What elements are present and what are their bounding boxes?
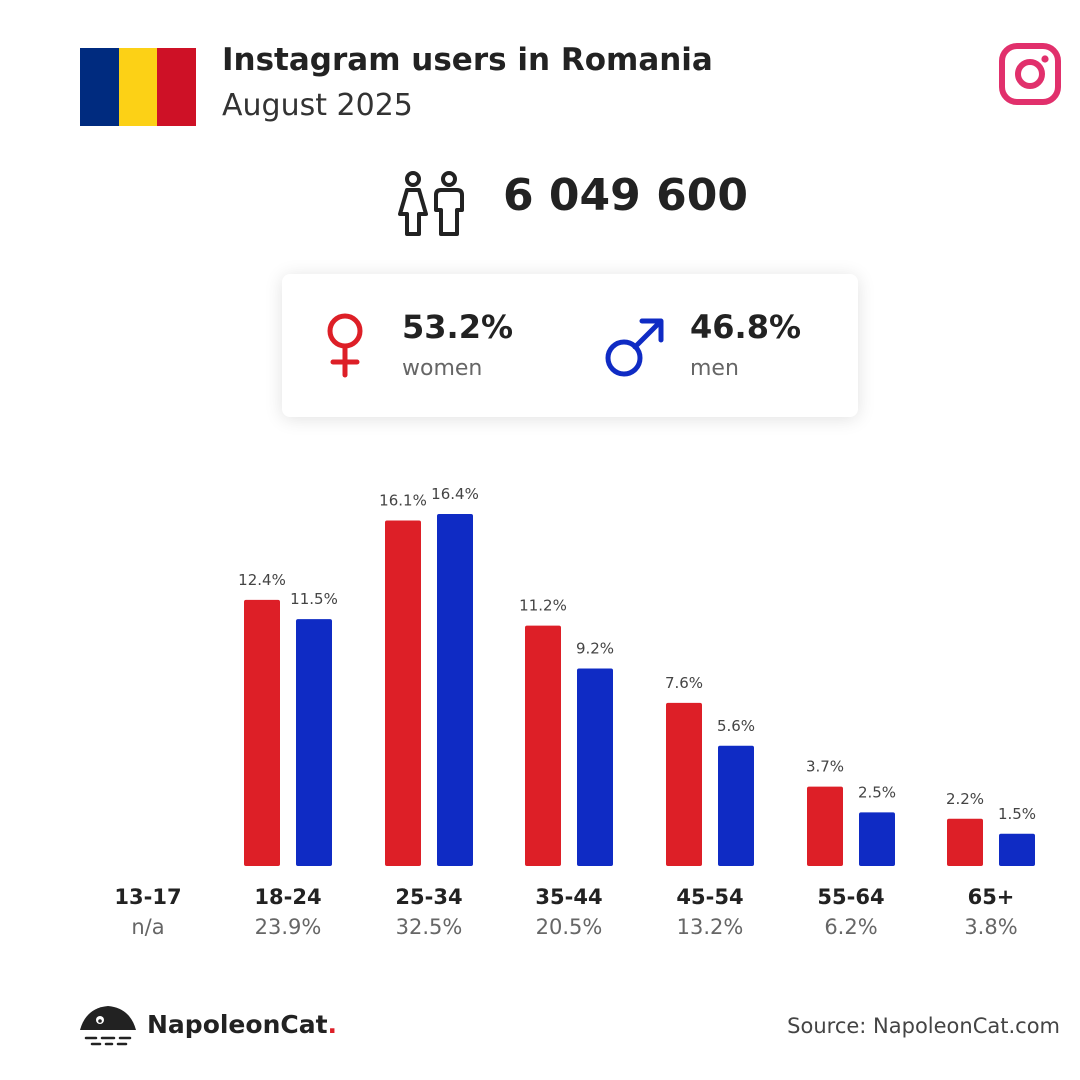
data-label-men-25-34: 16.4% xyxy=(431,485,479,503)
data-label-women-18-24: 12.4% xyxy=(238,571,286,589)
age-group-label: 65+ 3.8% xyxy=(921,885,1061,939)
brand-dot: . xyxy=(327,1010,338,1039)
age-group-label: 35-44 20.5% xyxy=(499,885,639,939)
age-gender-bar-chart: 12.4% 16.1% 11.2% 7.6% 3.7% 2.2% 11.5% 16.4% 9.2… xyxy=(238,485,1036,866)
age-group-name: 45-54 xyxy=(676,885,744,909)
bar-men-65+ xyxy=(999,833,1035,866)
age-group-label: 18-24 23.9% xyxy=(218,885,358,939)
flag-stripe-red xyxy=(157,48,197,126)
age-group-label: 45-54 13.2% xyxy=(640,885,780,939)
data-label-men-18-24: 11.5% xyxy=(290,590,338,608)
napoleoncat-logo-icon xyxy=(80,1006,136,1046)
female-symbol-icon xyxy=(327,313,363,378)
data-label-men-65+: 1.5% xyxy=(998,805,1036,823)
age-group-name: 55-64 xyxy=(817,885,885,909)
age-group-label: 13-17 n/a xyxy=(78,885,218,939)
age-group-total: 13.2% xyxy=(676,915,744,939)
age-group-total: 20.5% xyxy=(535,915,603,939)
men-percentage: 46.8% xyxy=(690,308,802,346)
romania-flag-icon xyxy=(80,48,197,126)
source-credit: Source: NapoleonCat.com xyxy=(787,1014,1060,1038)
bar-men-45-54 xyxy=(718,745,754,866)
women-percentage: 53.2% xyxy=(402,308,514,346)
men-label: men xyxy=(690,356,739,381)
brand-name-text: NapoleonCat xyxy=(147,1010,328,1039)
age-group-name: 35-44 xyxy=(535,885,603,909)
age-group-total: 3.8% xyxy=(964,915,1018,939)
age-group-total: n/a xyxy=(131,915,165,939)
age-group-total: 23.9% xyxy=(254,915,322,939)
flag-stripe-blue xyxy=(80,48,119,126)
bar-men-25-34 xyxy=(437,514,473,866)
napoleoncat-brand: NapoleonCat. xyxy=(147,1010,337,1039)
instagram-icon xyxy=(999,43,1061,105)
flag-stripe-yellow xyxy=(118,48,158,126)
age-group-total: 32.5% xyxy=(395,915,463,939)
age-group-name: 13-17 xyxy=(114,885,182,909)
data-label-men-45-54: 5.6% xyxy=(717,717,755,735)
age-group-name: 25-34 xyxy=(395,885,463,909)
total-users: 6 049 600 xyxy=(503,170,748,221)
data-label-women-25-34: 16.1% xyxy=(379,491,427,509)
data-label-women-65+: 2.2% xyxy=(946,790,984,808)
age-group-name: 65+ xyxy=(967,885,1015,909)
data-label-women-45-54: 7.6% xyxy=(665,674,703,692)
page-subtitle: August 2025 xyxy=(222,88,413,123)
bar-women-25-34 xyxy=(385,520,421,866)
data-label-men-55-64: 2.5% xyxy=(858,783,896,801)
data-label-women-55-64: 3.7% xyxy=(806,758,844,776)
bar-women-65+ xyxy=(947,818,983,866)
data-label-women-35-44: 11.2% xyxy=(519,597,567,615)
page-title: Instagram users in Romania xyxy=(222,42,713,78)
data-label-men-35-44: 9.2% xyxy=(576,640,614,658)
bar-women-35-44 xyxy=(525,625,561,866)
age-group-label: 55-64 6.2% xyxy=(781,885,921,939)
bar-men-35-44 xyxy=(577,668,613,866)
bar-men-18-24 xyxy=(296,619,332,866)
age-group-total: 6.2% xyxy=(824,915,878,939)
women-label: women xyxy=(402,356,483,381)
age-group-label: 25-34 32.5% xyxy=(359,885,499,939)
bar-women-18-24 xyxy=(244,599,280,866)
bar-women-45-54 xyxy=(666,702,702,866)
people-icon xyxy=(398,171,464,236)
age-group-name: 18-24 xyxy=(254,885,322,909)
male-symbol-icon xyxy=(605,318,664,377)
bar-men-55-64 xyxy=(859,812,895,866)
bar-women-55-64 xyxy=(807,786,843,866)
gender-split-card: 53.2% women 46.8% men xyxy=(282,274,858,417)
